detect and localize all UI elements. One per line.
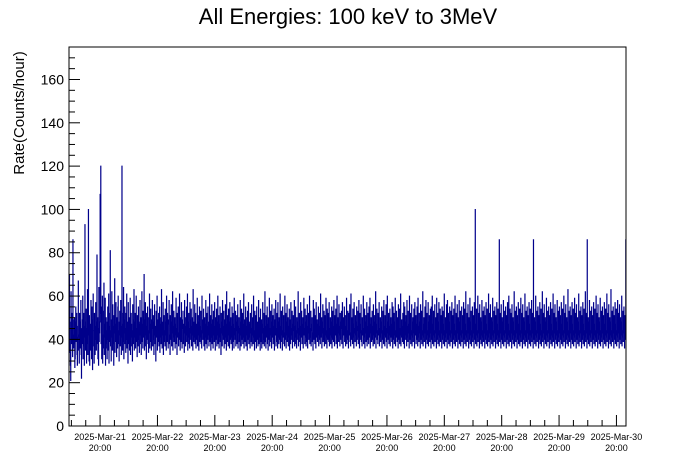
x-tick-date-label: 2025-Mar-26 xyxy=(361,432,413,442)
x-tick-time-label: 20:00 xyxy=(376,443,399,453)
y-tick-label: 80 xyxy=(48,245,64,261)
x-tick-time-label: 20:00 xyxy=(548,443,571,453)
axes-layer: 0204060801001201401602025-Mar-2120:00202… xyxy=(41,46,643,453)
y-axis-label: Rate(Counts/hour) xyxy=(11,51,28,174)
x-tick-time-label: 20:00 xyxy=(261,443,284,453)
y-tick-label: 140 xyxy=(41,115,65,131)
x-tick-date-label: 2025-Mar-25 xyxy=(304,432,356,442)
x-tick-time-label: 20:00 xyxy=(490,443,513,453)
x-tick-time-label: 20:00 xyxy=(204,443,227,453)
y-tick-label: 120 xyxy=(41,158,65,174)
x-tick-time-label: 20:00 xyxy=(146,443,169,453)
y-tick-label: 100 xyxy=(41,201,65,217)
x-tick-time-label: 20:00 xyxy=(318,443,341,453)
x-tick-date-label: 2025-Mar-27 xyxy=(419,432,471,442)
x-tick-date-label: 2025-Mar-30 xyxy=(591,432,643,442)
x-tick-date-label: 2025-Mar-21 xyxy=(74,432,126,442)
y-tick-label: 0 xyxy=(56,418,64,434)
x-tick-date-label: 2025-Mar-22 xyxy=(132,432,184,442)
x-tick-date-label: 2025-Mar-24 xyxy=(246,432,298,442)
x-tick-time-label: 20:00 xyxy=(433,443,456,453)
chart-title: All Energies: 100 keV to 3MeV xyxy=(199,4,498,29)
data-series-line xyxy=(68,165,627,381)
y-tick-label: 40 xyxy=(48,331,64,347)
x-tick-time-label: 20:00 xyxy=(89,443,112,453)
y-tick-label: 60 xyxy=(48,288,64,304)
x-tick-date-label: 2025-Mar-29 xyxy=(533,432,585,442)
x-tick-time-label: 20:00 xyxy=(605,443,628,453)
x-tick-date-label: 2025-Mar-23 xyxy=(189,432,241,442)
y-tick-label: 160 xyxy=(41,71,65,87)
plot-frame xyxy=(68,46,627,427)
series-layer xyxy=(68,165,627,381)
x-tick-date-label: 2025-Mar-28 xyxy=(476,432,528,442)
y-tick-label: 20 xyxy=(48,375,64,391)
